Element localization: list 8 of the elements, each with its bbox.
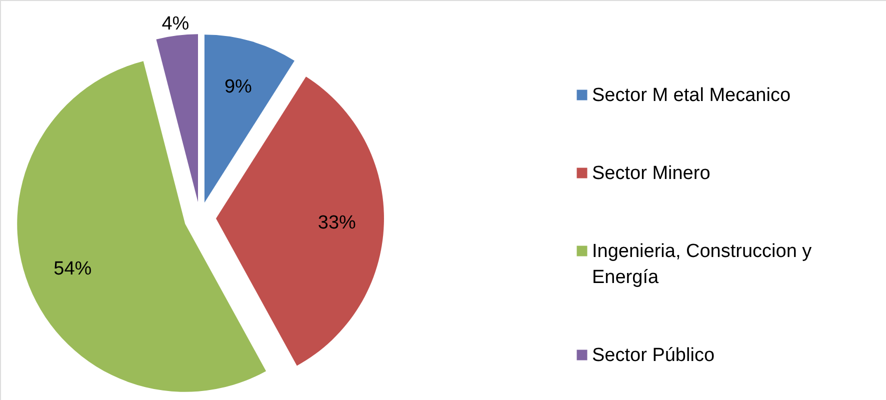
data-label: 4% — [162, 14, 190, 35]
legend-label: Ingenieria, Construccion y Energía — [592, 241, 812, 288]
legend-label: Sector Público — [592, 345, 715, 366]
legend-label: Sector Minero — [592, 163, 710, 184]
legend-label: Sector M etal Mecanico — [592, 85, 791, 106]
data-label: 54% — [54, 258, 92, 280]
data-label: 9% — [224, 76, 252, 98]
data-label: 33% — [318, 212, 356, 234]
